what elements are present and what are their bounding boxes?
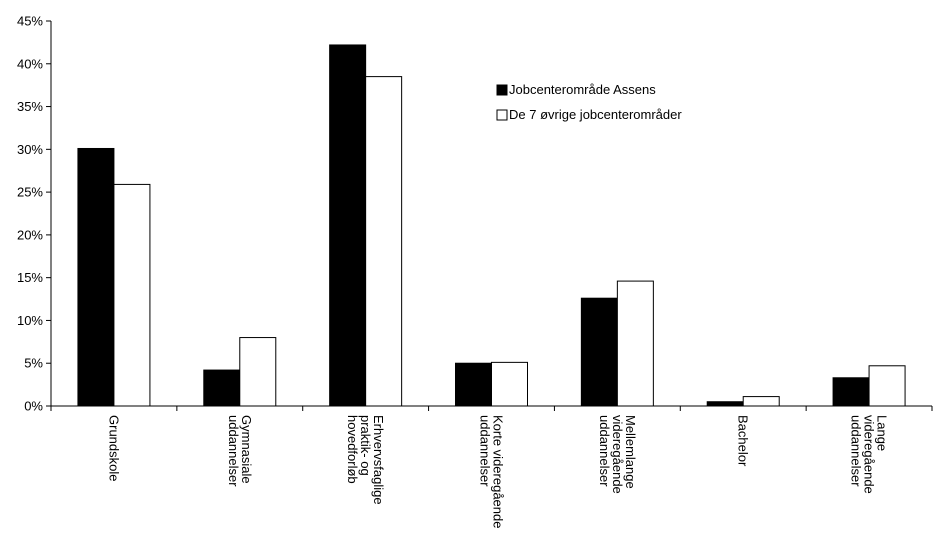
y-tick-label: 15% <box>17 270 43 285</box>
y-tick-label: 45% <box>17 14 43 29</box>
bar-others <box>616 280 654 407</box>
bar-others <box>239 337 277 407</box>
bar-others <box>113 183 151 407</box>
x-axis <box>50 405 933 411</box>
x-category-label: Gymnasialeuddannelser <box>226 415 254 487</box>
x-category-label-line: Bachelor <box>736 415 751 467</box>
legend-swatch-assens <box>496 84 508 96</box>
x-category-label-line: Lange <box>875 415 890 451</box>
category-labels: Grundskole Gymnasialeuddannelser Erhvervsf… <box>106 415 889 528</box>
x-category-label-line: Mellemlange <box>623 415 638 489</box>
y-tick-label: 5% <box>24 356 43 371</box>
bar-others <box>365 76 403 407</box>
x-category-label-line: hovedforløb <box>345 415 360 484</box>
x-category-label-line: Grundskole <box>106 415 121 481</box>
y-tick-label: 0% <box>24 399 43 414</box>
x-category-label-line: uddannelser <box>597 415 612 487</box>
y-tick-label: 35% <box>17 99 43 114</box>
x-category-label: Mellemlangevideregåendeuddannelser <box>597 415 638 494</box>
bar-assens <box>329 44 367 407</box>
x-category-label-line: uddannelser <box>226 415 241 487</box>
x-category-label-line: Erhvervsfaglige <box>371 415 386 505</box>
legend-swatch-others <box>496 109 508 121</box>
bars <box>77 44 906 407</box>
x-category-label: Erhvervsfagligepraktik- oghovedforløb <box>345 415 386 505</box>
y-tick-label: 25% <box>17 185 43 200</box>
bar-assens <box>706 401 744 407</box>
legend: Jobcenterområde Assens De 7 øvrige jobce… <box>491 75 699 131</box>
y-tick-label: 10% <box>17 313 43 328</box>
y-tick-label: 40% <box>17 56 43 71</box>
legend-box <box>491 75 699 131</box>
x-category-label: Grundskole <box>106 415 121 481</box>
x-category-label-line: praktik- og <box>358 415 373 476</box>
bar-others <box>868 365 906 407</box>
legend-label-assens: Jobcenterområde Assens <box>509 82 656 97</box>
legend-label-others: De 7 øvrige jobcenterområder <box>509 107 682 122</box>
bar-assens <box>832 377 870 407</box>
x-category-label-line: videregående <box>862 415 877 494</box>
x-category-label: Langevideregåendeuddannelser <box>849 415 890 494</box>
bar-others <box>491 361 528 407</box>
y-tick-label: 30% <box>17 142 43 157</box>
x-category-label-line: uddannelser <box>849 415 864 487</box>
x-category-label-line: uddannelser <box>478 415 493 487</box>
x-category-label-line: videregående <box>610 415 625 494</box>
bar-assens <box>77 147 115 407</box>
bar-assens <box>203 369 241 407</box>
y-axis: 0% 5% 10% 15% 20% 25% 30% 35% 40% 45% <box>17 14 52 414</box>
x-category-label: Korte videregåendeuddannelser <box>478 415 506 528</box>
x-category-label-line: Gymnasiale <box>239 415 254 484</box>
bar-assens <box>580 297 618 407</box>
x-category-label-line: Korte videregående <box>491 415 506 528</box>
bar-others <box>742 396 780 407</box>
bar-assens <box>455 362 492 407</box>
y-tick-label: 20% <box>17 227 43 242</box>
x-category-label: Bachelor <box>736 415 751 467</box>
